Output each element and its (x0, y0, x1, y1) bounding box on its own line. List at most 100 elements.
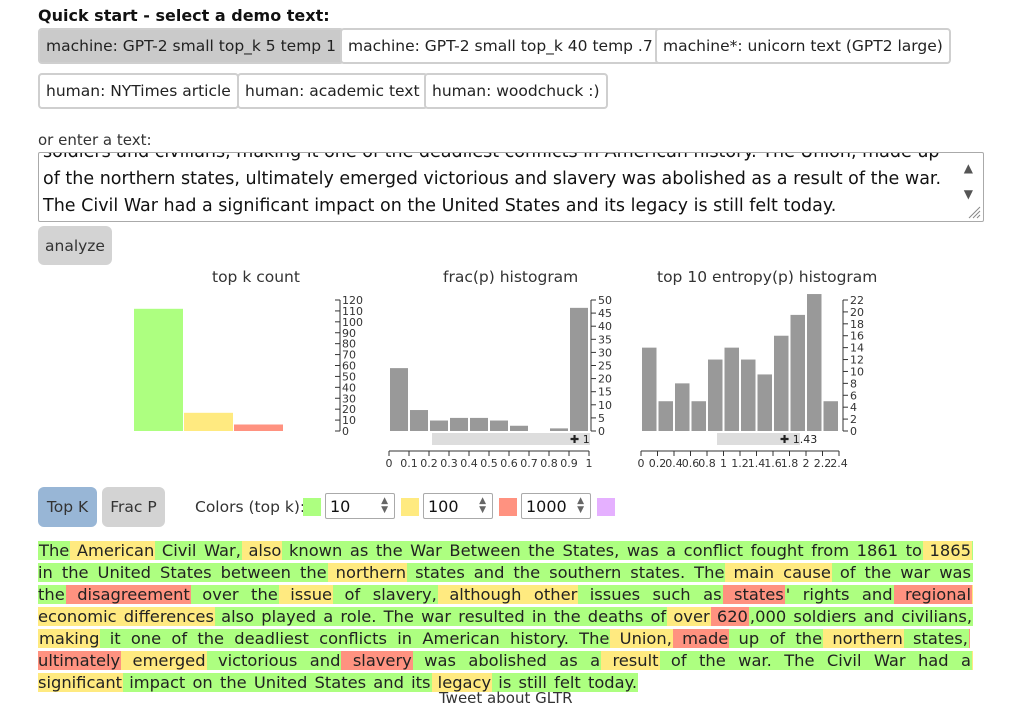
token[interactable]: the (505, 563, 542, 582)
token[interactable]: the (369, 541, 404, 560)
demo-gpt2-small-topk5-button[interactable]: machine: GPT-2 small top_k 5 temp 1 (38, 28, 344, 64)
topk-mode-button[interactable]: Top K (38, 487, 97, 527)
token[interactable]: civilians, (895, 607, 974, 626)
token[interactable]: of (760, 629, 787, 648)
token[interactable]: Union, (610, 629, 673, 648)
token[interactable]: The (569, 629, 611, 648)
token[interactable]: the (786, 629, 824, 648)
token[interactable]: states. (622, 563, 687, 582)
token[interactable]: Civil (155, 541, 198, 560)
token[interactable]: deaths (581, 607, 645, 626)
token[interactable]: 1865 (923, 541, 972, 560)
token[interactable]: regional (893, 585, 973, 604)
token[interactable]: legacy (431, 673, 493, 692)
token[interactable]: The (772, 651, 816, 670)
token[interactable]: War, (197, 541, 242, 560)
analyze-button[interactable]: analyze (38, 226, 112, 265)
token[interactable]: known (282, 541, 344, 560)
token[interactable]: 620 (710, 607, 749, 626)
token[interactable]: role. (334, 607, 378, 626)
token[interactable]: northern (327, 563, 408, 582)
token[interactable]: from (804, 541, 851, 560)
token[interactable]: result (601, 651, 660, 670)
scroll-down-icon[interactable]: ▼ (963, 187, 973, 201)
token[interactable]: Civil (815, 651, 863, 670)
token[interactable]: making (38, 629, 101, 648)
token[interactable]: The (686, 563, 726, 582)
token[interactable]: and (857, 607, 896, 626)
token[interactable]: on (186, 673, 214, 692)
token[interactable]: a (578, 651, 602, 670)
token[interactable]: emerged (121, 651, 207, 670)
token[interactable]: and (367, 673, 405, 692)
token[interactable]: the (856, 563, 893, 582)
token[interactable]: Between (442, 541, 522, 560)
threshold-1-stepper-icon[interactable]: ▲ ▼ (381, 496, 388, 515)
token[interactable]: resulted (452, 607, 526, 626)
demo-academic-button[interactable]: human: academic text (237, 73, 428, 109)
token[interactable]: abolished (456, 651, 548, 670)
token[interactable]: of (831, 563, 857, 582)
token[interactable]: fought (744, 541, 805, 560)
token[interactable]: over (190, 585, 240, 604)
token[interactable]: one (121, 629, 163, 648)
token[interactable]: conflict (677, 541, 745, 560)
fracp-mode-button[interactable]: Frac P (102, 487, 165, 527)
token[interactable]: deadliest (225, 629, 310, 648)
token[interactable]: conflicts (309, 629, 388, 648)
token[interactable]: was (931, 563, 972, 582)
token[interactable]: a (659, 541, 678, 560)
token[interactable]: the (239, 585, 279, 604)
demo-nytimes-button[interactable]: human: NYTimes article (38, 73, 239, 109)
token[interactable]: United (247, 673, 309, 692)
threshold-1-input[interactable]: 10 ▲ ▼ (325, 493, 395, 519)
token[interactable]: over (667, 607, 711, 626)
token[interactable]: the (53, 563, 90, 582)
token[interactable]: The (38, 541, 71, 560)
resize-handle-icon[interactable] (967, 205, 981, 219)
token[interactable]: had (906, 651, 950, 670)
token[interactable]: American (413, 629, 501, 648)
token[interactable]: in (525, 607, 548, 626)
token[interactable]: United (89, 563, 153, 582)
token[interactable]: cause (775, 563, 832, 582)
token[interactable]: victorious (206, 651, 299, 670)
token[interactable]: in (387, 629, 414, 648)
token[interactable]: States (308, 673, 368, 692)
token[interactable]: also (214, 607, 256, 626)
demo-unicorn-text-button[interactable]: machine*: unicorn text (GPT2 large) (655, 28, 951, 64)
token[interactable]: such (641, 585, 692, 604)
token[interactable]: disagreement (65, 585, 191, 604)
text-input-area[interactable]: soldiers and civilians, making it one of… (38, 152, 984, 222)
token[interactable]: slavery, (361, 585, 438, 604)
token[interactable]: States (152, 563, 213, 582)
token[interactable]: was (620, 541, 660, 560)
token[interactable]: differences (117, 607, 215, 626)
tweet-link[interactable]: Tweet about GLTR (439, 689, 573, 707)
token[interactable]: the (188, 629, 226, 648)
threshold-3-stepper-icon[interactable]: ▲ ▼ (577, 496, 584, 515)
token[interactable]: history. (500, 629, 570, 648)
token[interactable]: the (213, 673, 248, 692)
token[interactable]: of (162, 629, 189, 648)
token[interactable]: ' (784, 585, 792, 604)
token[interactable]: its (404, 673, 432, 692)
token[interactable]: northern (823, 629, 904, 648)
token[interactable]: between (212, 563, 292, 582)
token[interactable]: impact (123, 673, 187, 692)
token[interactable]: it (100, 629, 122, 648)
token[interactable]: to (899, 541, 923, 560)
token[interactable]: the (521, 541, 556, 560)
token[interactable]: as (547, 651, 579, 670)
token[interactable]: American (70, 541, 156, 560)
token[interactable]: southern (541, 563, 623, 582)
token[interactable]: of (333, 585, 362, 604)
scroll-up-icon[interactable]: ▲ (963, 161, 973, 175)
token[interactable]: 1861 (850, 541, 900, 560)
token[interactable]: States, (555, 541, 621, 560)
token[interactable]: issue (278, 585, 334, 604)
token[interactable]: still (512, 673, 548, 692)
demo-gpt2-small-topk40-button[interactable]: machine: GPT-2 small top_k 40 temp .7 (340, 28, 661, 64)
token[interactable]: ,000 (748, 607, 788, 626)
token[interactable]: states, (903, 629, 969, 648)
